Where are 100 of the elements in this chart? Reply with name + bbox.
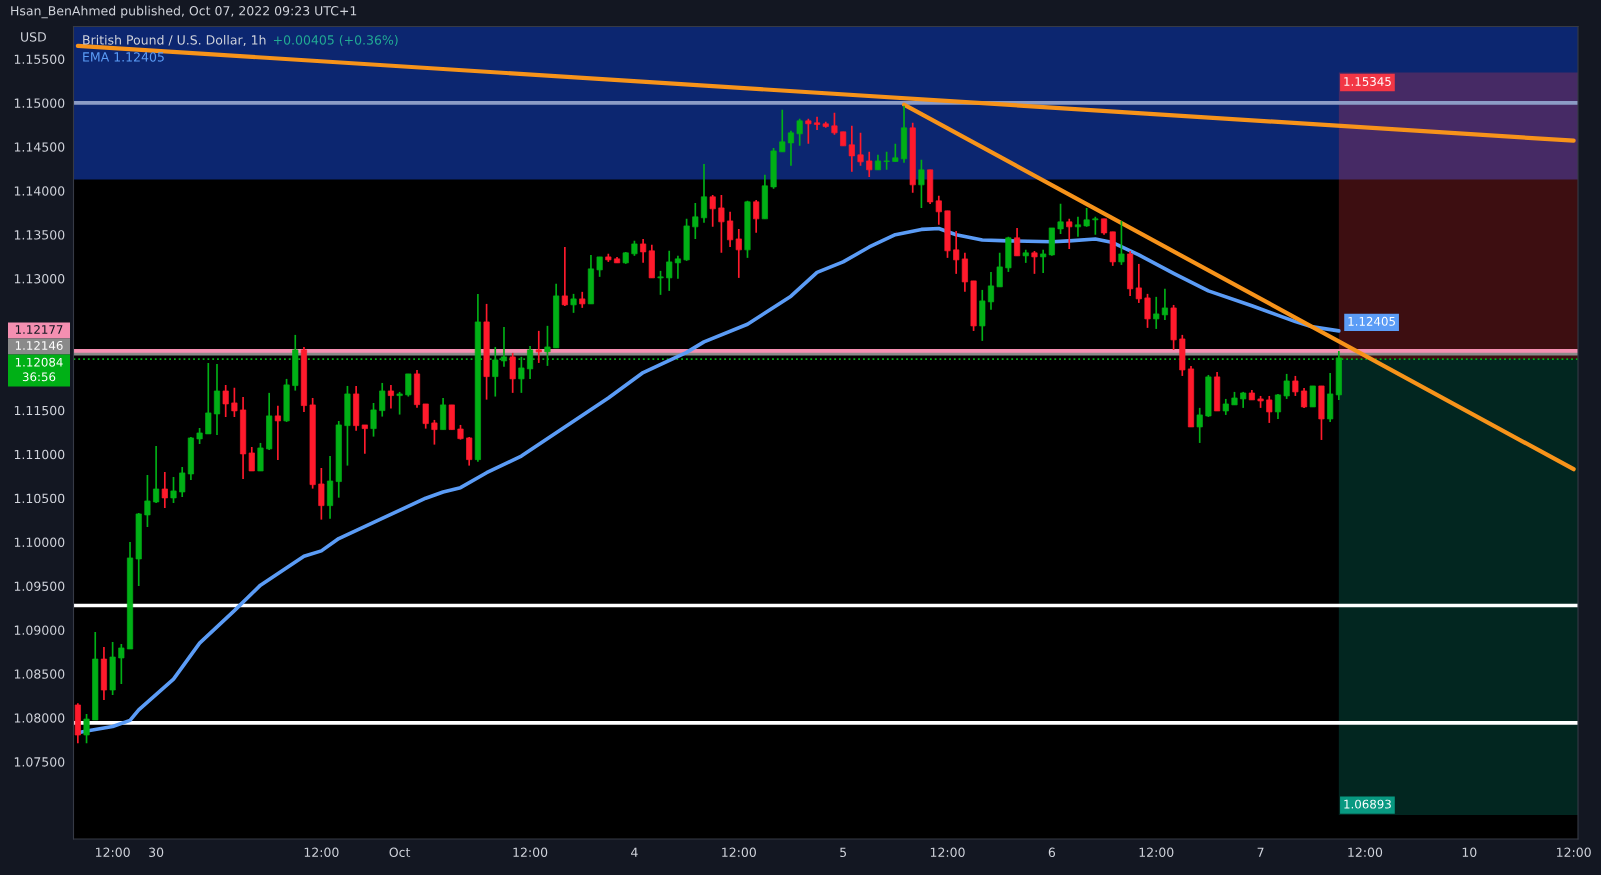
candlestick (396, 391, 403, 416)
candlestick (787, 130, 795, 167)
candlestick (674, 255, 681, 280)
y-tick-label: 1.07500 (14, 757, 65, 767)
candlestick (918, 159, 925, 209)
candlestick (1074, 216, 1081, 238)
candlestick (318, 467, 325, 521)
y-tick-label: 1.08500 (14, 669, 65, 679)
x-tick-label: Oct (389, 847, 411, 858)
candlestick (213, 363, 221, 436)
candlestick (1144, 293, 1151, 329)
candlestick (1057, 203, 1064, 235)
text: Hsan_BenAhmed published, Oct 07, 2022 09:23 UTC+1 (11, 5, 357, 19)
band-label: 1.15345 (1344, 76, 1391, 86)
x-tick-label: 30 (149, 847, 164, 858)
x-tick-label: 4 (631, 847, 638, 857)
x-tick-label: 12:00 (1139, 847, 1174, 858)
y-tick-label: 1.11000 (14, 449, 65, 460)
x-tick-label: 12:00 (722, 847, 756, 858)
x-tick-label: 12:00 (513, 847, 548, 858)
candlestick (570, 293, 577, 314)
candlestick (596, 256, 603, 278)
candlestick (387, 384, 394, 410)
text: EMA 1.12405 (83, 52, 164, 62)
candlestick (1031, 250, 1038, 275)
candlestick (1301, 387, 1308, 409)
candlestick (509, 352, 516, 394)
candlestick (205, 362, 212, 435)
y-tick-label: 1.11500 (14, 405, 65, 416)
band-label: 1.06893 (1344, 799, 1391, 809)
y-tick-label: 1.13500 (14, 230, 65, 240)
candlestick (779, 109, 786, 153)
candlestick (892, 143, 899, 163)
y-tick-label: 1.10500 (14, 493, 65, 504)
candlestick (379, 382, 386, 418)
candlestick (935, 195, 942, 226)
candlestick (1014, 227, 1021, 257)
candlestick (857, 132, 864, 167)
candlestick (640, 238, 647, 264)
candlestick (118, 643, 125, 685)
candlestick (466, 436, 473, 467)
candlestick (1266, 395, 1273, 424)
data-label: 1.12405 (1348, 316, 1395, 326)
candlestick (361, 424, 368, 455)
candlestick (561, 246, 568, 307)
candlestick (718, 194, 725, 254)
x-tick-label: 10 (1462, 847, 1477, 858)
candlestick (231, 387, 238, 418)
candlestick (814, 115, 821, 131)
candlestick (431, 419, 438, 446)
x-tick-label: 7 (1257, 847, 1264, 857)
candlestick (996, 252, 1003, 288)
candlestick (1092, 216, 1099, 236)
candlestick (805, 117, 812, 145)
candlestick (1083, 207, 1090, 228)
candlestick (961, 252, 968, 293)
candlestick (1196, 407, 1203, 444)
candlestick (1066, 218, 1073, 250)
candlestick (1161, 288, 1168, 321)
y-tick-label: 1.14500 (14, 142, 65, 152)
ref-line-label: 1.12177 (15, 325, 63, 334)
candlestick (83, 713, 90, 745)
y-tick-label: 1.08000 (14, 713, 65, 723)
candlestick (866, 151, 873, 178)
candlestick (657, 270, 664, 296)
ref-line-label: 1.12084 36:56 (15, 357, 63, 382)
y-tick-label: 1.15000 (14, 98, 65, 108)
y-tick-label: 1.13000 (14, 274, 65, 284)
candlestick (274, 405, 281, 461)
candlestick (161, 471, 168, 509)
candlestick (1135, 263, 1142, 304)
candlestick (753, 199, 760, 234)
candlestick (1153, 296, 1160, 330)
candlestick (179, 466, 186, 498)
candlestick (666, 250, 673, 292)
candlestick (883, 151, 890, 171)
candlestick (796, 117, 803, 147)
candlestick (370, 402, 377, 438)
x-tick-label: 12:00 (304, 847, 339, 858)
candlestick (257, 442, 264, 472)
candlestick (1309, 385, 1316, 408)
candlestick (1292, 375, 1299, 397)
candlestick (1283, 373, 1290, 400)
candlestick (692, 202, 699, 240)
candlestick (953, 230, 960, 275)
candlestick (422, 403, 429, 430)
x-tick-label: 12:00 (1557, 847, 1591, 858)
y-tick-label: 1.09000 (14, 625, 65, 635)
candlestick (727, 211, 734, 248)
candlestick (700, 163, 708, 224)
candlestick (735, 228, 742, 279)
candlestick (535, 330, 542, 364)
x-tick-label: 12:00 (96, 847, 130, 858)
candlestick (1274, 393, 1282, 420)
x-tick-label: 12:00 (1348, 847, 1383, 858)
x-tick-label: 6 (1048, 847, 1056, 858)
candlestick (1040, 249, 1047, 274)
text: British Pound / U.S. Dollar, 1h (83, 34, 266, 46)
ref-line-label: 1.12146 (15, 341, 63, 350)
y-tick-label: 1.10000 (14, 537, 65, 548)
